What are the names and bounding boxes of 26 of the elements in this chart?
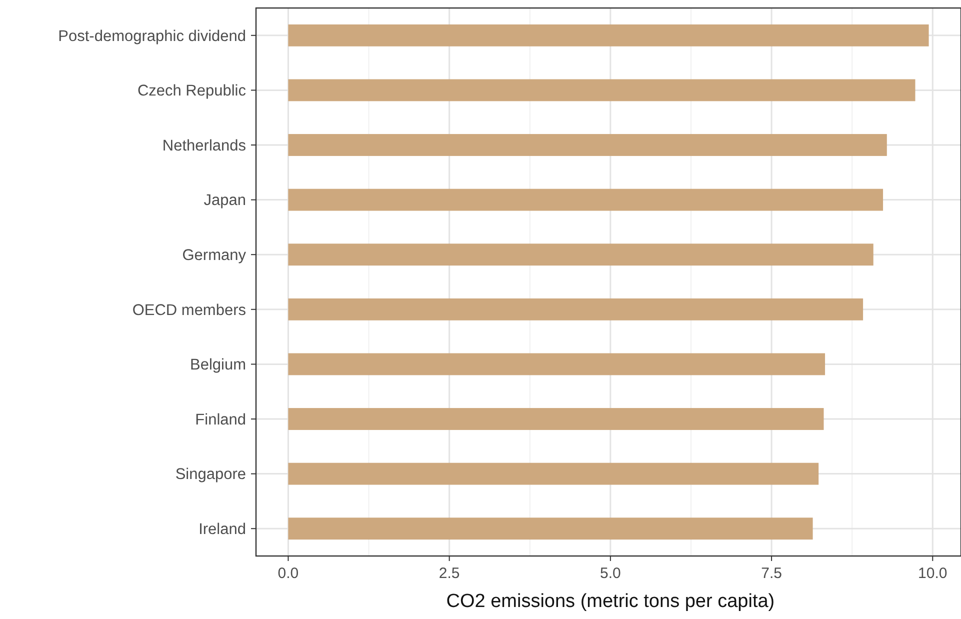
y-tick-label: OECD members [132,302,246,319]
bar [288,353,826,376]
x-tick-label: 10.0 [918,565,948,582]
x-tick-label: 5.0 [600,565,621,582]
x-tick-label: 0.0 [278,565,299,582]
bar [288,188,884,211]
x-tick-label: 7.5 [761,565,782,582]
bar [288,462,819,485]
y-tick-label: Germany [182,247,246,264]
y-tick-label: Japan [204,192,246,210]
y-tick-label: Czech Republic [137,82,246,100]
y-tick-label: Singapore [175,466,246,484]
x-axis-title: CO2 emissions (metric tons per capita) [446,591,775,612]
y-tick-label: Belgium [190,356,246,374]
y-tick-label: Finland [195,411,246,428]
y-tick-label: Post-demographic dividend [58,28,246,45]
bar [288,79,916,102]
bar [288,298,864,320]
bar [288,518,813,540]
y-tick-label: Netherlands [162,137,246,154]
bar [288,408,824,430]
y-tick-label: Ireland [198,521,246,538]
bar [288,244,874,266]
bar [288,134,887,156]
x-tick-label: 2.5 [438,565,460,582]
bar [288,24,929,46]
